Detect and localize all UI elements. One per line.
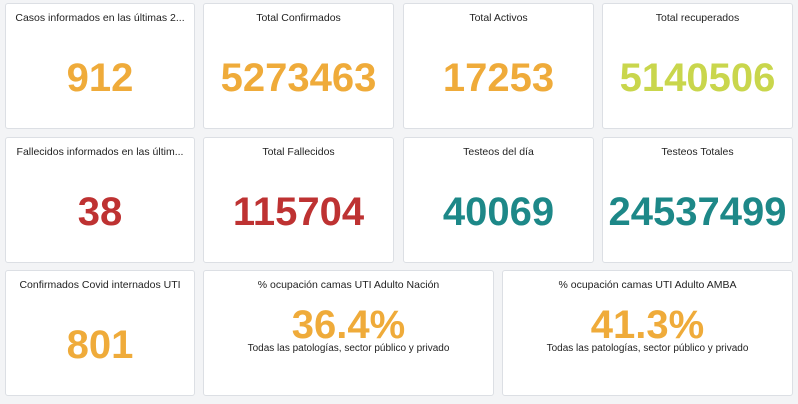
card: Total recuperados 5140506: [602, 3, 793, 129]
card-value: 5273463: [220, 56, 377, 100]
card-subtitle: Todas las patologías, sector público y p…: [546, 343, 749, 354]
card-value: 912: [66, 56, 134, 100]
card-value: 24537499: [608, 190, 787, 234]
card-title: Fallecidos informados en las últim...: [16, 146, 184, 158]
card-title: Confirmados Covid internados UTI: [19, 279, 181, 291]
card: % ocupación camas UTI Adulto Nación 36.4…: [203, 270, 494, 396]
card: Total Fallecidos 115704: [203, 137, 394, 263]
card-value: 38: [77, 190, 123, 234]
card-title: Total Confirmados: [256, 12, 341, 24]
card-value: 801: [66, 323, 134, 367]
card-value: 5140506: [619, 56, 776, 100]
card: Fallecidos informados en las últim... 38: [5, 137, 195, 263]
card-title: % ocupación camas UTI Adulto Nación: [257, 279, 440, 291]
card-title: Total recuperados: [655, 12, 740, 24]
card: Testeos del día 40069: [403, 137, 594, 263]
card-value: 17253: [442, 56, 555, 100]
card: Testeos Totales 24537499: [602, 137, 793, 263]
card-value: 36.4%: [291, 303, 406, 347]
card: Total Activos 17253: [403, 3, 594, 129]
card-title: Testeos Totales: [661, 146, 734, 158]
card: Total Confirmados 5273463: [203, 3, 394, 129]
card-title: Testeos del día: [463, 146, 534, 158]
card-value: 40069: [442, 190, 555, 234]
card: Casos informados en las últimas 2... 912: [5, 3, 195, 129]
card-title: Total Fallecidos: [262, 146, 335, 158]
card-value: 41.3%: [590, 303, 705, 347]
card-title: % ocupación camas UTI Adulto AMBA: [558, 279, 737, 291]
card: % ocupación camas UTI Adulto AMBA 41.3% …: [502, 270, 793, 396]
card-title: Total Activos: [469, 12, 528, 24]
card: Confirmados Covid internados UTI 801: [5, 270, 195, 396]
card-value: 115704: [232, 190, 365, 234]
card-title: Casos informados en las últimas 2...: [15, 12, 185, 24]
card-subtitle: Todas las patologías, sector público y p…: [247, 343, 450, 354]
